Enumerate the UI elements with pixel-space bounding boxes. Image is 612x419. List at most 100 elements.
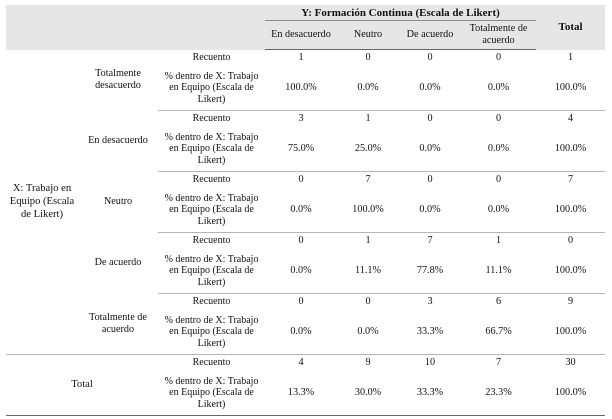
count-cell: 0 [365,52,371,64]
statistic-label-recuento: Recuento [192,112,231,124]
count-cell: 0 [365,296,371,308]
percent-cell: 33.3% [399,309,462,355]
statistic-label-recuento: Recuento [192,234,231,246]
percent-cell: 0.0% [399,65,462,111]
total-percent-cell: 30.0% [337,370,400,416]
header-corner-cell [6,5,266,50]
column-header-en-desacuerdo: En desacuerdo [265,20,338,50]
percent-cell: 0.0% [461,65,537,111]
total-count-cell: 7 [495,357,502,369]
table-row: De acuerdo Recuento 0 1 7 1 0 [6,233,605,268]
count-cell: 1 [298,52,304,64]
percent-cell: 77.8% [399,248,462,294]
total-percent-cell: 33.3% [399,370,462,416]
percent-cell: 66.7% [461,309,537,355]
count-cell: 0 [427,113,433,125]
percent-cell: 100.0% [337,187,400,233]
percent-cell: 11.1% [461,248,537,294]
count-cell: 0 [495,113,502,125]
table-row: Total Recuento 4 9 10 7 30 [6,354,605,416]
table-row: % dentro de X: Trabajo en Equipo (Escala… [6,248,606,294]
statistic-label-recuento: Recuento [192,51,231,63]
count-cell: 6 [495,296,502,308]
percent-cell: 100.0% [536,309,606,355]
total-count-cell: 9 [365,357,371,369]
count-cell: 7 [365,174,371,186]
percent-cell: 0.0% [337,309,400,355]
percent-cell: 75.0% [265,126,338,172]
percent-cell: 0.0% [337,65,400,111]
row-label: En desacuerdo [88,135,148,146]
count-cell: 1 [365,113,371,125]
count-cell: 0 [298,235,304,247]
statistic-label-recuento: Recuento [192,173,231,185]
statistic-label-percent: % dentro de X: Trabajo en Equipo (Escala… [158,65,266,111]
percent-cell: 0.0% [461,126,537,172]
percent-cell: 0.0% [265,248,338,294]
percent-cell: 100.0% [265,65,338,111]
count-cell: 1 [567,52,574,63]
count-cell: 0 [427,174,433,186]
total-percent-cell: 100.0% [536,370,606,416]
count-cell: 3 [298,113,304,125]
total-count-cell: 4 [298,357,304,369]
table-row: En desacuerdo Recuento 3 1 0 0 4 [6,111,605,146]
total-column-header: Total [536,5,606,50]
percent-cell: 0.0% [265,187,338,233]
row-label: Neutro [103,196,133,207]
total-count-cell: 30 [565,357,576,369]
percent-cell: 11.1% [337,248,400,294]
table-row: X: Trabajo en Equipo (Escala de Likert) T… [6,49,605,355]
count-cell: 1 [495,235,502,247]
y-variable-header: Y: Formación Continua (Escala de Likert) [265,5,537,21]
table-row: % dentro de X: Trabajo en Equipo (Escala… [6,187,606,233]
total-row-label: Total [6,354,158,416]
crosstab-container: Y: Formación Continua (Escala de Likert)… [6,5,606,416]
count-cell: 0 [495,174,502,186]
table-row: % dentro de X: Trabajo en Equipo (Escala… [6,309,606,355]
statistic-label-percent: % dentro de X: Trabajo en Equipo (Escala… [158,248,266,294]
count-cell: 3 [427,296,433,308]
count-cell: 4 [567,113,574,125]
percent-cell: 25.0% [337,126,400,172]
x-variable-label: X: Trabajo en Equipo (Escala de Likert) [6,49,78,355]
row-label: De acuerdo [94,257,142,268]
column-header-totalmente-de-acuerdo: Totalmente de acuerdo [461,20,537,50]
table-row: % dentro de X: Trabajo en Equipo (Escala… [6,370,606,416]
percent-cell: 100.0% [536,187,606,233]
percent-cell: 0.0% [265,309,338,355]
count-cell: 7 [567,174,574,186]
column-header-de-acuerdo: De acuerdo [399,20,462,50]
percent-cell: 0.0% [399,126,462,172]
statistic-label-recuento: Recuento [192,356,231,368]
table-row: % dentro de X: Trabajo en Equipo (Escala… [6,65,606,111]
count-cell: 1 [365,235,371,247]
table-row: % dentro de X: Trabajo en Equipo (Escala… [6,126,606,172]
statistic-label-recuento: Recuento [192,295,231,307]
crosstab-table: Y: Formación Continua (Escala de Likert)… [6,5,606,416]
percent-cell: 100.0% [536,248,606,294]
statistic-label-percent: % dentro de X: Trabajo en Equipo (Escala… [158,370,266,416]
percent-cell: 100.0% [536,65,606,111]
total-count-cell: 10 [424,357,436,369]
percent-cell: 0.0% [461,187,537,233]
count-cell: 0 [427,52,433,64]
count-cell: 0 [298,296,304,308]
statistic-label-percent: % dentro de X: Trabajo en Equipo (Escala… [158,309,266,355]
table-row: Totalmente de acuerdo Recuento 0 0 3 6 9 [6,293,605,355]
total-percent-cell: 23.3% [461,370,537,416]
count-cell: 0 [495,52,502,64]
count-cell: 0 [298,174,304,186]
row-label: Totalmente de acuerdo [78,293,158,355]
percent-cell: 100.0% [536,126,606,172]
table-row: Neutro Recuento 0 7 0 0 7 [6,172,605,207]
total-percent-cell: 13.3% [265,370,338,416]
count-cell: 7 [427,235,433,247]
statistic-label-percent: % dentro de X: Trabajo en Equipo (Escala… [158,126,266,172]
count-cell: 0 [567,235,574,247]
column-header-neutro: Neutro [337,20,400,50]
statistic-label-percent: % dentro de X: Trabajo en Equipo (Escala… [158,187,266,233]
count-cell: 9 [567,296,574,308]
percent-cell: 0.0% [399,187,462,233]
row-label: Totalmente desacuerdo [95,68,141,91]
